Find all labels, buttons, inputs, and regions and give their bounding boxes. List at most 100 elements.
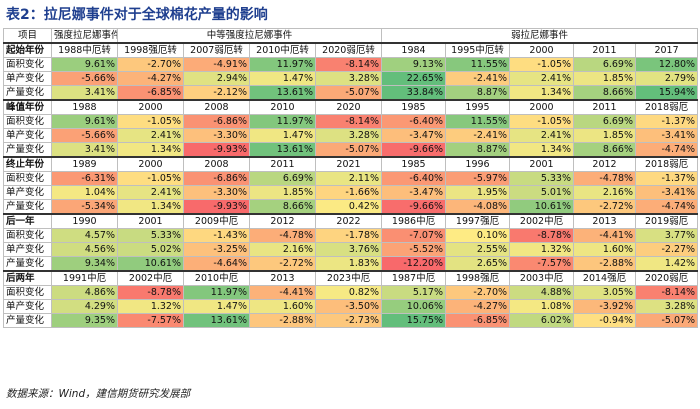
row-label: 面积变化 bbox=[3, 285, 52, 300]
year-cell: 2011 bbox=[573, 42, 637, 58]
value-cell: 2.41% bbox=[117, 185, 184, 200]
section-label: 起始年份 bbox=[3, 42, 52, 58]
value-cell: 1.83% bbox=[314, 256, 383, 272]
value-cell: 1.60% bbox=[573, 242, 637, 257]
row-label: 单产变化 bbox=[3, 128, 52, 143]
value-cell: 5.01% bbox=[509, 185, 575, 200]
value-cell: 4.29% bbox=[51, 299, 118, 314]
value-cell: 2.41% bbox=[509, 128, 575, 143]
table-row: 面积变化 9.61% -2.70% -4.91% 11.97% -8.14% 9.13% 11… bbox=[3, 57, 699, 72]
value-cell: 0.82% bbox=[314, 285, 383, 300]
value-cell: -6.86% bbox=[183, 171, 250, 186]
value-cell: 1.47% bbox=[183, 299, 250, 314]
year-cell: 2020 bbox=[314, 99, 383, 115]
value-cell: -1.43% bbox=[183, 228, 250, 243]
value-cell: -2.88% bbox=[573, 256, 637, 272]
value-cell: 11.97% bbox=[249, 57, 316, 72]
value-cell: -1.05% bbox=[509, 57, 575, 72]
header-group-medium: 中等强度拉尼娜事件 bbox=[116, 28, 383, 44]
section-label: 后两年 bbox=[3, 270, 52, 286]
year-cell: 2021 bbox=[314, 156, 383, 172]
value-cell: 3.77% bbox=[635, 228, 699, 243]
value-cell: -6.40% bbox=[381, 171, 447, 186]
value-cell: -4.27% bbox=[445, 299, 511, 314]
year-cell: 2010中厄转 bbox=[249, 42, 316, 58]
value-cell: 2.41% bbox=[117, 128, 184, 143]
value-cell: 6.02% bbox=[509, 313, 575, 328]
value-cell: 13.61% bbox=[249, 85, 316, 101]
value-cell: 12.80% bbox=[635, 57, 699, 72]
year-cell: 2012 bbox=[249, 213, 316, 229]
value-cell: 15.75% bbox=[381, 313, 447, 328]
value-cell: -1.37% bbox=[635, 114, 699, 129]
value-cell: -3.25% bbox=[183, 242, 250, 257]
table-row: 单产变化 -5.66% -4.27% 2.94% 1.47% 3.28% 22.65% -2.… bbox=[3, 71, 699, 86]
section-year-row: 起始年份 1988中厄转 1998强厄转 2007弱厄转 2010中厄转 2020弱厄转 1… bbox=[3, 42, 699, 58]
year-cell: 2013 bbox=[573, 213, 637, 229]
header-item: 项目 bbox=[3, 28, 52, 44]
value-cell: 11.55% bbox=[445, 114, 511, 129]
value-cell: 2.11% bbox=[314, 171, 383, 186]
value-cell: 10.61% bbox=[117, 256, 184, 272]
value-cell: 2.41% bbox=[509, 71, 575, 86]
row-label: 面积变化 bbox=[3, 228, 52, 243]
row-label: 单产变化 bbox=[3, 242, 52, 257]
row-label: 单产变化 bbox=[3, 185, 52, 200]
year-cell: 2022 bbox=[314, 213, 383, 229]
value-cell: -2.12% bbox=[183, 85, 250, 101]
value-cell: 1.32% bbox=[117, 299, 184, 314]
source-note: 数据来源：Wind，建信期货研究发展部 bbox=[6, 388, 191, 400]
year-cell: 1996 bbox=[445, 156, 511, 172]
value-cell: -6.85% bbox=[117, 85, 184, 101]
value-cell: -6.31% bbox=[51, 171, 118, 186]
value-cell: -5.66% bbox=[51, 128, 118, 143]
value-cell: 2.16% bbox=[573, 185, 637, 200]
value-cell: -4.64% bbox=[183, 256, 250, 272]
value-cell: 1.42% bbox=[635, 256, 699, 272]
value-cell: -2.72% bbox=[573, 199, 637, 215]
value-cell: 3.28% bbox=[635, 299, 699, 314]
row-label: 产量变化 bbox=[3, 256, 52, 272]
row-label: 面积变化 bbox=[3, 114, 52, 129]
year-cell: 2014强厄 bbox=[573, 270, 637, 286]
value-cell: 2.65% bbox=[445, 256, 511, 272]
value-cell: -4.74% bbox=[635, 142, 699, 158]
year-cell: 2010中厄 bbox=[183, 270, 250, 286]
value-cell: -6.86% bbox=[183, 114, 250, 129]
table-row: 单产变化 1.04% 2.41% -3.30% 1.85% -1.66% -3.47% 1.9… bbox=[3, 185, 699, 200]
row-label: 单产变化 bbox=[3, 71, 52, 86]
value-cell: -9.66% bbox=[381, 142, 447, 158]
value-cell: 0.42% bbox=[314, 199, 383, 215]
value-cell: 1.04% bbox=[51, 185, 118, 200]
value-cell: -4.08% bbox=[445, 199, 511, 215]
value-cell: 1.60% bbox=[249, 299, 316, 314]
section-label: 峰值年份 bbox=[3, 99, 52, 115]
value-cell: -3.30% bbox=[183, 185, 250, 200]
year-cell: 2013 bbox=[249, 270, 316, 286]
value-cell: 0.10% bbox=[445, 228, 511, 243]
section-year-row: 后两年 1991中厄 2002中厄 2010中厄 2013 2023中厄 1987中厄 199… bbox=[3, 270, 699, 286]
section-year-row: 后一年 1990 2001 2009中厄 2012 2022 1986中厄 1997强厄 200… bbox=[3, 213, 699, 229]
value-cell: -8.78% bbox=[509, 228, 575, 243]
year-cell: 1995中厄转 bbox=[445, 42, 511, 58]
year-cell: 2020弱厄转 bbox=[314, 42, 383, 58]
value-cell: -5.07% bbox=[314, 142, 383, 158]
value-cell: -1.37% bbox=[635, 171, 699, 186]
value-cell: -3.92% bbox=[573, 299, 637, 314]
value-cell: 5.33% bbox=[509, 171, 575, 186]
section-label: 终止年份 bbox=[3, 156, 52, 172]
value-cell: 2.94% bbox=[183, 71, 250, 86]
value-cell: 1.85% bbox=[573, 71, 637, 86]
value-cell: -2.88% bbox=[249, 313, 316, 328]
value-cell: -9.93% bbox=[183, 199, 250, 215]
value-cell: 11.97% bbox=[249, 114, 316, 129]
row-label: 产量变化 bbox=[3, 85, 52, 101]
value-cell: -6.40% bbox=[381, 114, 447, 129]
row-label: 面积变化 bbox=[3, 171, 52, 186]
value-cell: 3.76% bbox=[314, 242, 383, 257]
year-cell: 1989 bbox=[51, 156, 118, 172]
value-cell: -4.78% bbox=[573, 171, 637, 186]
value-cell: 2.55% bbox=[445, 242, 511, 257]
year-cell: 1985 bbox=[381, 156, 447, 172]
value-cell: 3.41% bbox=[51, 85, 118, 101]
